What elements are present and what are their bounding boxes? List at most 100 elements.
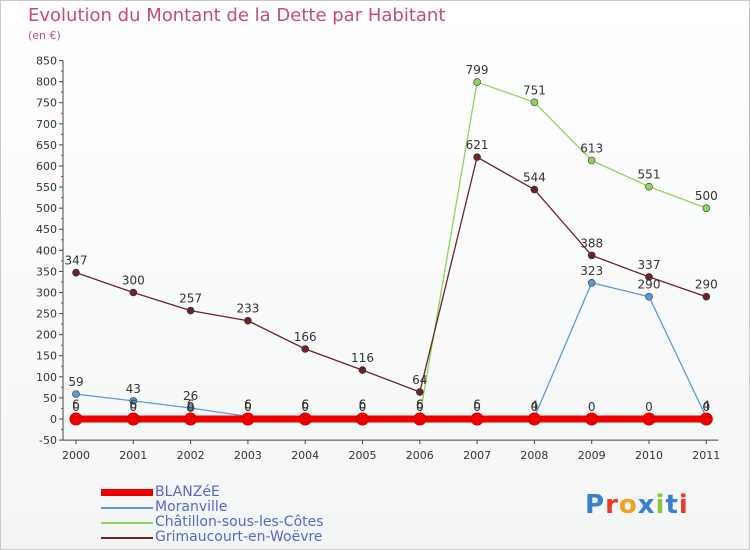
legend-item: Moranville bbox=[101, 500, 324, 515]
data-point-3 bbox=[358, 366, 367, 374]
data-label: 0 bbox=[531, 400, 539, 414]
data-label: 257 bbox=[179, 292, 202, 306]
data-label: 290 bbox=[695, 278, 718, 292]
data-point-1 bbox=[72, 390, 80, 398]
legend-swatch bbox=[101, 521, 153, 524]
data-label: 0 bbox=[645, 400, 653, 414]
x-tick-label: 2001 bbox=[119, 449, 147, 462]
data-label: 0 bbox=[473, 400, 481, 414]
x-tick-label: 2008 bbox=[520, 449, 548, 462]
y-tick-label: 300 bbox=[36, 286, 57, 299]
series-line-3 bbox=[75, 156, 707, 393]
series-line-2 bbox=[76, 81, 707, 418]
data-label: 290 bbox=[638, 278, 661, 292]
data-label: 751 bbox=[523, 83, 546, 97]
data-label: 6 bbox=[416, 397, 424, 411]
data-point-1 bbox=[186, 404, 195, 412]
data-point-1 bbox=[129, 397, 138, 405]
data-point-3 bbox=[301, 345, 310, 353]
data-label: 233 bbox=[236, 302, 259, 316]
logo-letter: o bbox=[618, 490, 638, 520]
legend-swatch bbox=[101, 489, 153, 496]
data-point-2 bbox=[702, 204, 711, 212]
data-point-3 bbox=[186, 306, 195, 315]
data-label: 300 bbox=[122, 273, 145, 287]
data-point-3 bbox=[72, 268, 80, 277]
data-label: 6 bbox=[359, 397, 367, 411]
data-point-3 bbox=[645, 273, 653, 281]
data-point-1 bbox=[587, 278, 596, 287]
data-point-0 bbox=[585, 412, 599, 426]
legend-item: Grimaucourt-en-Woëvre bbox=[101, 530, 324, 545]
data-point-1 bbox=[645, 292, 653, 301]
data-label: 6 bbox=[72, 397, 80, 411]
data-point-3 bbox=[244, 316, 252, 325]
logo-letter: t bbox=[665, 490, 679, 520]
y-tick-label: 750 bbox=[36, 97, 57, 110]
data-label: 621 bbox=[466, 138, 489, 152]
x-tick-label: 2005 bbox=[349, 449, 377, 462]
data-label: 388 bbox=[580, 236, 603, 250]
data-point-0 bbox=[241, 412, 255, 426]
data-label: 64 bbox=[412, 373, 427, 387]
data-label: 6 bbox=[301, 397, 309, 411]
series-line-1 bbox=[75, 282, 707, 418]
legend-swatch bbox=[101, 536, 153, 539]
data-label: 4 bbox=[702, 398, 710, 412]
chart-title: Evolution du Montant de la Dette par Hab… bbox=[28, 5, 446, 26]
y-tick-label: 550 bbox=[36, 181, 57, 194]
chart-legend: BLANZéE Moranville Châtillon-sous-les-Côte… bbox=[101, 485, 324, 545]
data-point-0 bbox=[527, 412, 541, 426]
y-tick-label: 200 bbox=[36, 329, 57, 342]
y-tick-label: 450 bbox=[36, 223, 57, 236]
data-label: 613 bbox=[580, 141, 603, 155]
data-point-2 bbox=[587, 156, 596, 165]
data-label: 166 bbox=[294, 330, 317, 344]
data-label: 323 bbox=[580, 264, 603, 278]
y-tick-label: 650 bbox=[36, 139, 57, 152]
x-tick-label: 2010 bbox=[635, 449, 663, 462]
data-label: 337 bbox=[638, 258, 661, 272]
logo-letter: x bbox=[637, 490, 656, 520]
y-tick-label: 800 bbox=[36, 76, 57, 89]
y-tick-label: 500 bbox=[36, 202, 57, 215]
data-point-0 bbox=[298, 412, 312, 426]
x-tick-label: 2011 bbox=[692, 449, 720, 462]
data-point-3 bbox=[415, 388, 424, 396]
data-point-3 bbox=[530, 185, 539, 194]
data-label: 6 bbox=[359, 397, 367, 411]
data-label: 0 bbox=[416, 400, 424, 414]
data-label: 347 bbox=[65, 254, 88, 268]
data-point-0 bbox=[69, 412, 83, 426]
data-point-3 bbox=[473, 153, 481, 161]
data-point-0 bbox=[184, 412, 198, 426]
x-tick-label: 2004 bbox=[291, 449, 319, 462]
proxiti-logo: Proxiti bbox=[585, 490, 689, 520]
y-tick-label: -50 bbox=[39, 434, 57, 447]
legend-item: BLANZéE bbox=[101, 485, 324, 500]
data-point-2 bbox=[473, 78, 481, 86]
data-point-3 bbox=[702, 292, 711, 301]
data-point-3 bbox=[587, 251, 596, 260]
x-tick-label: 2000 bbox=[62, 449, 90, 462]
data-point-0 bbox=[642, 412, 656, 426]
data-point-0 bbox=[470, 412, 484, 426]
logo-letter: P bbox=[585, 490, 606, 520]
data-label: 6 bbox=[187, 397, 195, 411]
x-tick-label: 2009 bbox=[578, 449, 606, 462]
logo-letter: r bbox=[605, 490, 619, 520]
data-label: 6 bbox=[301, 397, 309, 411]
data-label: 544 bbox=[523, 171, 546, 185]
data-point-2 bbox=[645, 182, 653, 191]
logo-letter: i bbox=[655, 490, 666, 520]
data-label: 0 bbox=[244, 400, 252, 414]
data-label: 0 bbox=[301, 400, 309, 414]
data-label: 6 bbox=[244, 397, 252, 411]
legend-label: Châtillon-sous-les-Côtes bbox=[155, 514, 324, 530]
x-tick-label: 2007 bbox=[463, 449, 491, 462]
data-label: 43 bbox=[126, 382, 141, 396]
data-label: 0 bbox=[129, 400, 137, 414]
data-point-0 bbox=[413, 412, 427, 426]
data-point-2 bbox=[530, 98, 539, 107]
